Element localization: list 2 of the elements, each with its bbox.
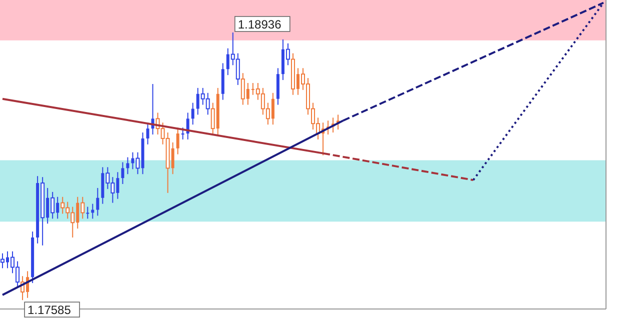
annotation: 1.18936 [238,17,282,32]
annotation: 1.17585 [28,303,72,318]
